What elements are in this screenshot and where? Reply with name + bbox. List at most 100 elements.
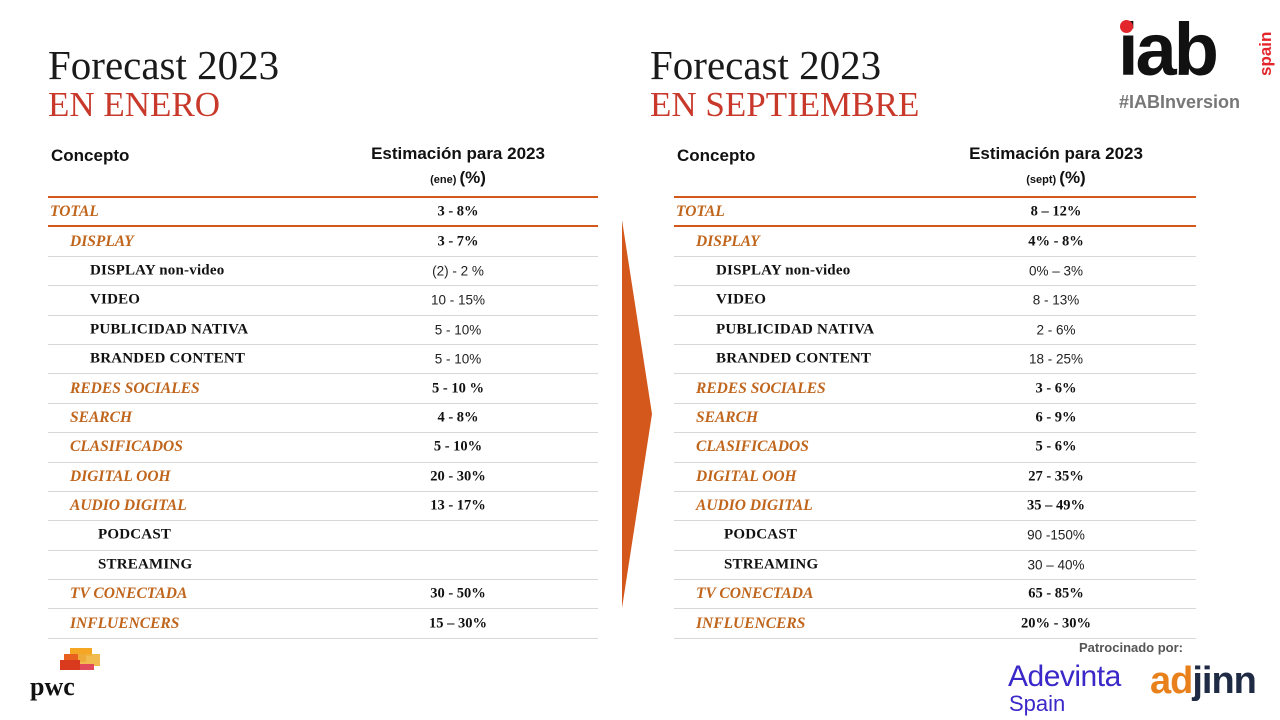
- column-header-period: (ene) (%): [358, 168, 558, 188]
- row-value: 90 -150%: [1027, 527, 1085, 543]
- adevinta-logo-sub: Spain: [1009, 691, 1066, 716]
- row-value: 10 - 15%: [430, 292, 486, 308]
- iab-country-text: spain: [1256, 31, 1275, 76]
- row-label: BRANDED CONTENT: [716, 350, 872, 367]
- page-title: Forecast 2023: [650, 42, 882, 88]
- table-row: CLASIFICADOS 5 - 10%: [48, 433, 598, 463]
- column-header-period: (sept) (%): [956, 168, 1156, 188]
- row-label: DISPLAY: [696, 232, 760, 250]
- table-row: PODCAST: [48, 521, 598, 551]
- table-row: DISPLAY 4% - 8%: [674, 227, 1196, 257]
- forecast-table-enero: Concepto Estimación para 2023 (ene) (%) …: [48, 142, 598, 639]
- iab-logo: iab: [1118, 8, 1219, 91]
- row-value: 13 - 17%: [430, 497, 486, 514]
- row-label: DISPLAY: [70, 232, 134, 250]
- table-row: INFLUENCERS 15 – 30%: [48, 609, 598, 639]
- table-row: TV CONECTADA 65 - 85%: [674, 580, 1196, 610]
- adjinn-logo-ad: ad: [1150, 660, 1193, 702]
- table-row: STREAMING: [48, 551, 598, 581]
- row-value: 65 - 85%: [1028, 585, 1084, 602]
- column-header-estimate: Estimación para 2023 (sept) (%): [956, 144, 1156, 188]
- row-label: CLASIFICADOS: [696, 438, 809, 456]
- table-row: VIDEO 10 - 15%: [48, 286, 598, 316]
- row-value: 5 - 10%: [434, 351, 482, 367]
- row-value: 20% - 30%: [1020, 615, 1092, 632]
- row-label: SEARCH: [70, 408, 133, 426]
- row-value: 0% – 3%: [1028, 263, 1084, 279]
- table-row: DIGITAL OOH 20 - 30%: [48, 463, 598, 492]
- row-label: TOTAL: [50, 202, 99, 220]
- row-label: CLASIFICADOS: [70, 438, 183, 456]
- pwc-logo-icon: [60, 648, 100, 670]
- iab-country-label: spain: [1240, 18, 1275, 78]
- table-row: TOTAL 3 - 8%: [48, 198, 598, 228]
- row-label: TOTAL: [676, 202, 725, 220]
- row-label: INFLUENCERS: [70, 614, 180, 632]
- row-label: INFLUENCERS: [696, 614, 806, 632]
- row-value: 18 - 25%: [1028, 351, 1084, 367]
- row-label: DIGITAL OOH: [70, 467, 171, 485]
- row-label: DISPLAY non-video: [716, 262, 851, 279]
- table-row: DISPLAY non-video (2) - 2 %: [48, 257, 598, 287]
- page-title: Forecast 2023: [48, 42, 280, 88]
- row-value: 5 - 10%: [433, 438, 483, 455]
- table-row: TV CONECTADA 30 - 50%: [48, 580, 598, 610]
- row-value: 8 - 13%: [1032, 292, 1080, 308]
- table-row: BRANDED CONTENT 5 - 10%: [48, 345, 598, 375]
- row-value: 2 - 6%: [1036, 322, 1076, 338]
- row-label: DIGITAL OOH: [696, 467, 797, 485]
- table-row: VIDEO 8 - 13%: [674, 286, 1196, 316]
- row-label: REDES SOCIALES: [696, 379, 826, 397]
- table-row: DIGITAL OOH 27 - 35%: [674, 463, 1196, 492]
- table-row: TOTAL 8 – 12%: [674, 198, 1196, 228]
- row-label: AUDIO DIGITAL: [696, 497, 813, 515]
- row-value: 5 - 10 %: [432, 380, 484, 397]
- table-row: AUDIO DIGITAL 13 - 17%: [48, 492, 598, 522]
- adevinta-logo: Adevinta: [1008, 660, 1121, 693]
- table-header: Concepto Estimación para 2023 (ene) (%): [48, 142, 598, 196]
- table-row: BRANDED CONTENT 18 - 25%: [674, 345, 1196, 375]
- pwc-logo-text: pwc: [30, 672, 75, 701]
- row-value: 4% - 8%: [1028, 233, 1084, 250]
- row-value: 30 - 50%: [430, 585, 486, 602]
- row-value: 30 – 40%: [1027, 557, 1085, 573]
- row-label: STREAMING: [724, 556, 819, 573]
- row-label: VIDEO: [716, 291, 767, 308]
- row-label: DISPLAY non-video: [90, 262, 225, 279]
- row-value: 3 - 7%: [437, 233, 479, 250]
- table-row: REDES SOCIALES 3 - 6%: [674, 374, 1196, 404]
- table-header: Concepto Estimación para 2023 (sept) (%): [674, 142, 1196, 196]
- period-label: (ene): [430, 174, 457, 186]
- table-row: PUBLICIDAD NATIVA 5 - 10%: [48, 316, 598, 345]
- row-label: STREAMING: [98, 556, 193, 573]
- row-label: AUDIO DIGITAL: [70, 497, 187, 515]
- row-label: VIDEO: [90, 291, 141, 308]
- row-value: 4 - 8%: [437, 409, 479, 426]
- row-value: 35 – 49%: [1027, 497, 1085, 514]
- table-row: PODCAST 90 -150%: [674, 521, 1196, 551]
- row-label: PODCAST: [98, 526, 172, 543]
- iab-logo-dot: [1120, 20, 1133, 33]
- row-label: TV CONECTADA: [70, 585, 188, 603]
- sponsored-label: Patrocinado por:: [1079, 640, 1184, 655]
- row-value: 27 - 35%: [1028, 468, 1084, 485]
- row-label: SEARCH: [696, 408, 759, 426]
- title-septiembre: Forecast 2023 EN SEPTIEMBRE: [650, 44, 919, 124]
- table-row: AUDIO DIGITAL 35 – 49%: [674, 492, 1196, 522]
- row-value: 3 - 6%: [1035, 380, 1077, 397]
- row-label: PODCAST: [724, 526, 798, 543]
- row-label: PUBLICIDAD NATIVA: [90, 321, 249, 338]
- row-value: 6 - 9%: [1035, 409, 1077, 426]
- table-row: DISPLAY 3 - 7%: [48, 227, 598, 257]
- title-enero: Forecast 2023 EN ENERO: [48, 44, 279, 124]
- row-label: REDES SOCIALES: [70, 379, 200, 397]
- row-value: 5 - 10%: [434, 322, 482, 338]
- table-row: SEARCH 6 - 9%: [674, 404, 1196, 434]
- table-row: STREAMING 30 – 40%: [674, 551, 1196, 581]
- table-row: SEARCH 4 - 8%: [48, 404, 598, 434]
- row-value: 8 – 12%: [1030, 203, 1082, 220]
- row-value: 5 - 6%: [1035, 438, 1077, 455]
- table-row: DISPLAY non-video 0% – 3%: [674, 257, 1196, 287]
- row-value: (2) - 2 %: [432, 263, 484, 279]
- table-body: TOTAL 3 - 8% DISPLAY 3 - 7% DISPLAY non-vide…: [48, 196, 598, 639]
